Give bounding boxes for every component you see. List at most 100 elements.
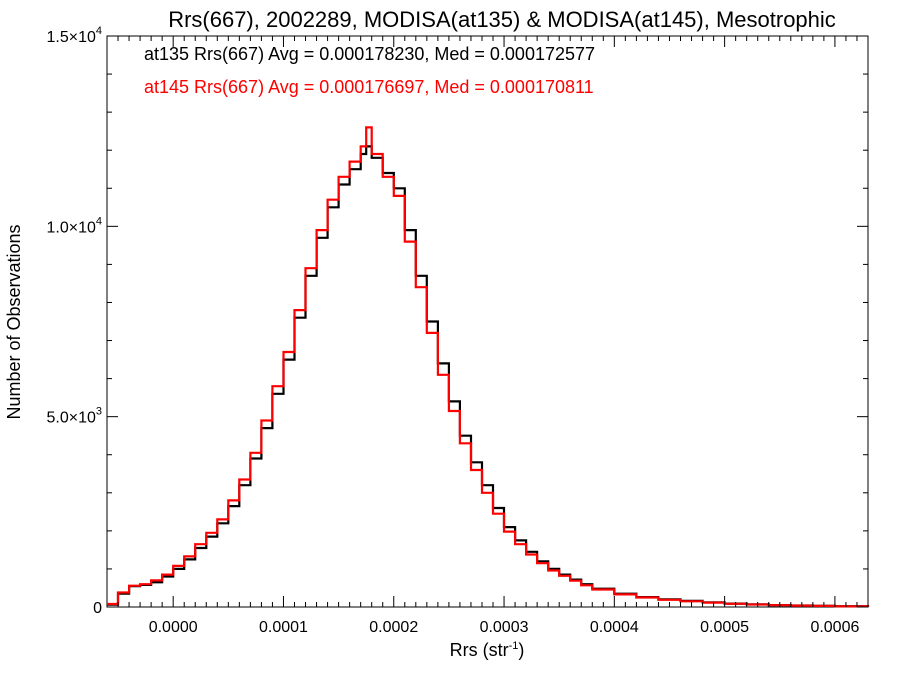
y-tick-mantissa: 0 [93, 600, 102, 617]
series-0-bin-point [520, 540, 521, 541]
series-1-bin-point [189, 556, 190, 557]
series-1-bin-point [322, 230, 323, 231]
series-0-bin-point [310, 275, 311, 276]
series-1-bin-point [465, 443, 466, 444]
series-1-bin-point [410, 241, 411, 242]
y-tick-exponent: 4 [96, 215, 102, 227]
series-0-bin-point [167, 576, 168, 577]
chart-title: Rrs(667), 2002289, MODISA(at135) & MODIS… [168, 7, 836, 32]
series-1-bin-point [233, 500, 234, 501]
x-tick-label: 0.0006 [810, 619, 859, 636]
y-tick-mantissa: 5.0×10 [46, 410, 95, 427]
y-tick-label: 1.5×104 [46, 25, 102, 46]
series-line-1 [107, 126, 870, 608]
series-1-bin-point [178, 565, 179, 566]
series-1-bin-point [421, 287, 422, 288]
series-1-bin-point [134, 585, 135, 586]
series-0-bin-point [487, 485, 488, 486]
series-1-bin-point [222, 519, 223, 520]
series-1-bin-point [509, 531, 510, 532]
series-1-bin-point [625, 594, 626, 595]
series-1-bin-point [432, 332, 433, 333]
series-1-bin-point [368, 127, 369, 128]
series-0-bin-point [531, 551, 532, 552]
series-1-bin-point [487, 492, 488, 493]
series-0-bin-point [421, 275, 422, 276]
series-0-bin-point [553, 568, 554, 569]
x-axis-label-superscript: -1 [509, 640, 519, 652]
series-1-bin-point [647, 597, 648, 598]
series-0-bin-point [399, 188, 400, 189]
y-tick-mantissa: 1.5×10 [46, 29, 95, 46]
series-1-bin-point [531, 554, 532, 555]
series-1-bin-point [575, 580, 576, 581]
series-1-bin-point [377, 153, 378, 154]
series-0-bin-point [388, 172, 389, 173]
series-1-bin-point [145, 584, 146, 585]
x-tick-label: 0.0004 [590, 619, 639, 636]
series-1-bin-point [542, 563, 543, 564]
series-1-bin-point [167, 574, 168, 575]
series-0-bin-point [288, 359, 289, 360]
series-1-bin-point [454, 410, 455, 411]
series-1-bin-point [333, 199, 334, 200]
series-0-bin-point [277, 393, 278, 394]
series-0-bin-point [255, 458, 256, 459]
series-0-bin-point [542, 561, 543, 562]
y-tick-exponent: 3 [96, 406, 102, 418]
series-0-bin-point [322, 237, 323, 238]
x-axis-label: Rrs (str-1) [450, 640, 525, 660]
series-1-bin-point [476, 469, 477, 470]
y-tick-mantissa: 1.0×10 [46, 219, 95, 236]
legend-annotation-at145: at145 Rrs(667) Avg = 0.000176697, Med = … [144, 77, 594, 97]
series-1-bin-point [363, 146, 364, 147]
series-0-bin-point [244, 485, 245, 486]
series-0-bin-point [432, 321, 433, 322]
x-tick-label: 0.0001 [259, 619, 308, 636]
x-axis-label-main: Rrs (str [450, 640, 509, 660]
series-0-bin-point [299, 317, 300, 318]
series-1-bin-point [200, 544, 201, 545]
series-0-bin-point [443, 363, 444, 364]
series-0-bin-point [211, 536, 212, 537]
legend-annotation-at135: at135 Rrs(667) Avg = 0.000178230, Med = … [144, 44, 595, 64]
series-1-bin-point [498, 513, 499, 514]
series-0-bin-point [355, 169, 356, 170]
series-1-bin-point [310, 268, 311, 269]
series-0-bin-point [222, 523, 223, 524]
series-0-bin-point [344, 184, 345, 185]
series-1-bin-point [851, 606, 852, 607]
y-tick-label: 0 [93, 600, 102, 617]
series-1-bin-point [288, 351, 289, 352]
series-1-bin-point [520, 544, 521, 545]
series-1-bin-point [586, 585, 587, 586]
y-tick-label: 5.0×103 [46, 406, 102, 427]
series-0-bin-point [498, 507, 499, 508]
series-layer [107, 126, 870, 608]
plot-border [106, 35, 869, 608]
series-line-0 [107, 145, 870, 608]
series-1-bin-point [277, 386, 278, 387]
series-0-bin-point [266, 428, 267, 429]
series-0-bin-point [465, 435, 466, 436]
x-tick-label: 0.0003 [480, 619, 529, 636]
series-1-bin-point [211, 532, 212, 533]
series-0-bin-point [333, 207, 334, 208]
series-1-bin-point [244, 479, 245, 480]
series-0-bin-point [368, 146, 369, 147]
series-0-bin-point [233, 506, 234, 507]
series-1-bin-point [112, 603, 113, 604]
series-1-bin-point [299, 310, 300, 311]
axes-layer: 0.0000 0.0001 0.0002 0.0003 0.0004 0.0005 0.00… [46, 25, 869, 636]
series-0-bin-point [476, 462, 477, 463]
series-1-bin-point [123, 592, 124, 593]
series-1-bin-point [355, 161, 356, 162]
series-0-bin-point [156, 582, 157, 583]
series-1-bin-point [553, 570, 554, 571]
x-tick-label: 0.0002 [369, 619, 418, 636]
series-1-bin-point [399, 195, 400, 196]
series-1-bin-point [156, 580, 157, 581]
series-0-bin-point [410, 230, 411, 231]
